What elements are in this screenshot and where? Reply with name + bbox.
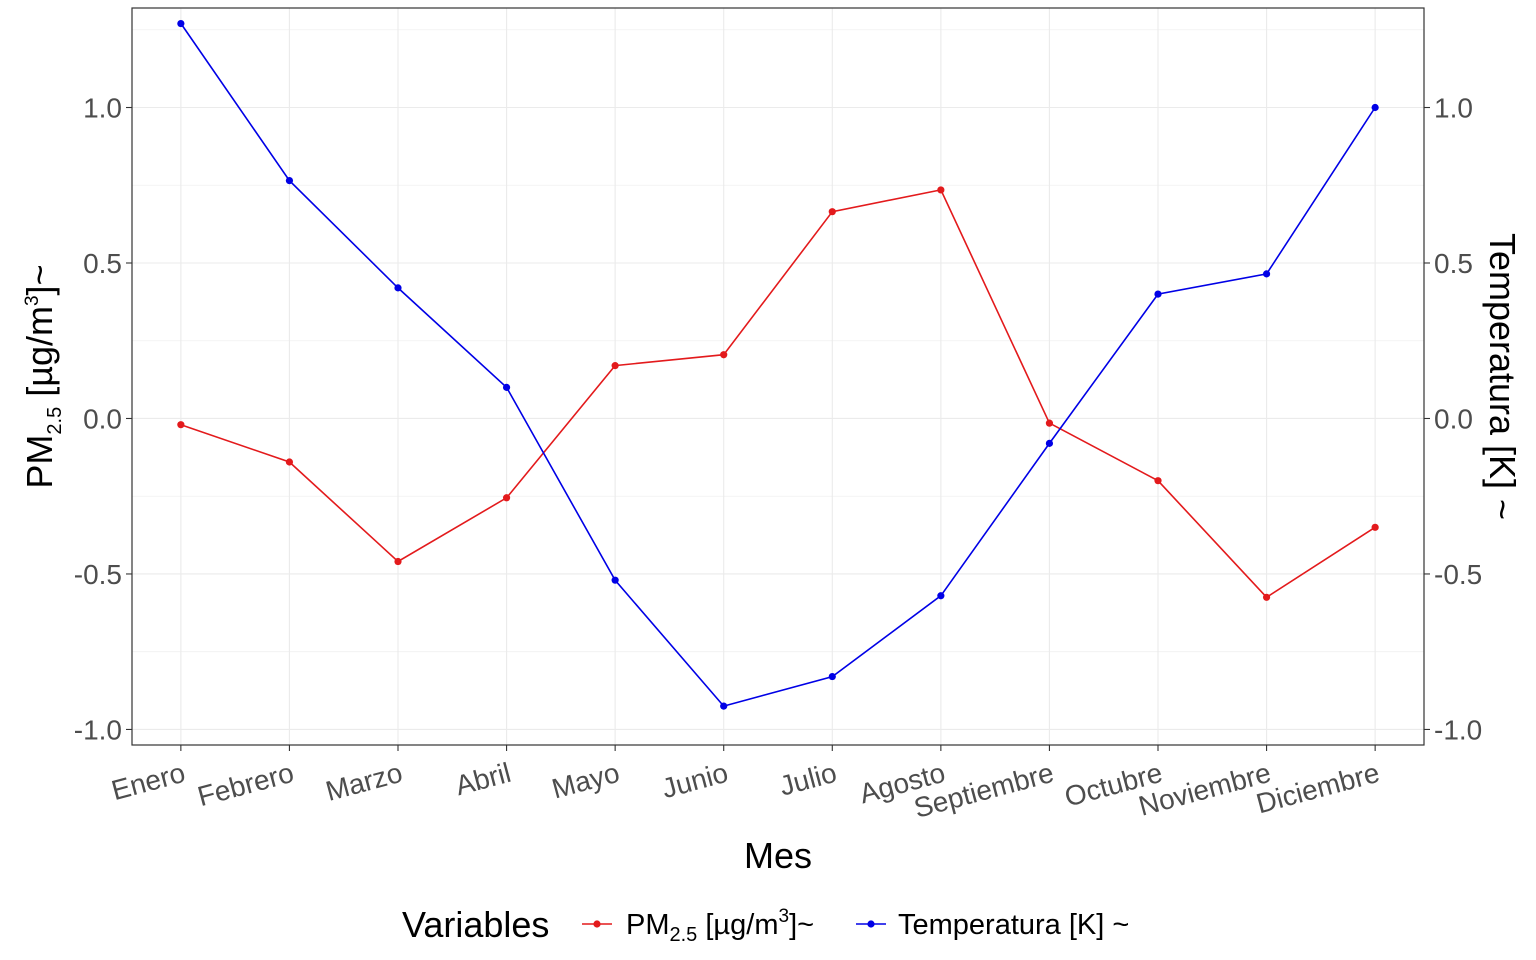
x-tick-label: Junio bbox=[659, 757, 732, 804]
data-point bbox=[937, 186, 945, 194]
data-point bbox=[394, 557, 402, 566]
data-point bbox=[285, 458, 294, 466]
plot-panel-border bbox=[131, 7, 1425, 746]
data-point bbox=[1371, 523, 1379, 531]
y-tick-label: 0.5 bbox=[83, 248, 122, 279]
data-point bbox=[1262, 270, 1271, 278]
data-point bbox=[720, 702, 728, 710]
data-point bbox=[1154, 477, 1162, 485]
legend: Variables PM2.5 [µg/m3]~ Temperatura [K]… bbox=[402, 904, 1129, 946]
tick-labels: -1.0 -1.0 -0.5 -0.5 0.0 0.0 0.5 0.5 1.0 1.0 Enero F… bbox=[74, 93, 1483, 824]
y2-axis-title: Temperatura [K] ~ bbox=[1482, 233, 1523, 520]
data-point bbox=[828, 208, 836, 216]
y2-tick-label: -0.5 bbox=[1434, 559, 1482, 590]
data-point bbox=[1371, 103, 1379, 112]
data-point bbox=[1045, 439, 1054, 447]
data-point bbox=[502, 494, 511, 502]
y-axis-title: PM2.5 [µg/m3]~ bbox=[19, 264, 66, 488]
y-axis-title-superscript: 3 bbox=[22, 295, 43, 306]
data-point bbox=[394, 284, 402, 292]
x-tick-label: Febrero bbox=[194, 757, 297, 812]
data-point bbox=[285, 176, 294, 185]
data-point bbox=[720, 351, 728, 359]
y-axis-title-base: PM bbox=[19, 435, 60, 489]
y2-tick-label: 0.5 bbox=[1434, 248, 1473, 279]
x-axis-title: Mes bbox=[744, 835, 812, 876]
x-tick-label: Enero bbox=[108, 757, 188, 806]
axis-ticks bbox=[126, 106, 1430, 751]
data-point bbox=[177, 421, 185, 429]
legend-label-temperatura: Temperatura [K] ~ bbox=[898, 909, 1129, 941]
y2-tick-label: -1.0 bbox=[1434, 714, 1482, 745]
y-tick-label: 1.0 bbox=[83, 93, 122, 124]
y-tick-label: 0.0 bbox=[83, 403, 122, 434]
y-axis-title-end: ]~ bbox=[19, 264, 60, 295]
legend-label-pm25-base: PM bbox=[626, 909, 670, 941]
x-tick-label: Julio bbox=[776, 757, 840, 802]
x-tick-label: Marzo bbox=[322, 757, 405, 807]
data-point bbox=[611, 576, 619, 584]
data-point bbox=[1154, 290, 1162, 298]
x-tick-label: Abril bbox=[452, 757, 514, 801]
legend-key-point bbox=[867, 920, 875, 928]
data-point bbox=[1262, 593, 1271, 601]
legend-label-pm25-unit: [µg/m bbox=[697, 909, 778, 941]
y-tick-label: -1.0 bbox=[74, 714, 122, 745]
legend-key-pm25 bbox=[582, 920, 612, 928]
data-point bbox=[177, 19, 185, 28]
y-tick-label: -0.5 bbox=[74, 559, 122, 590]
data-point bbox=[611, 362, 619, 370]
legend-key-point bbox=[593, 920, 601, 928]
legend-title: Variables bbox=[402, 904, 549, 945]
y-axis-title-subscript: 2.5 bbox=[44, 407, 66, 435]
gridlines bbox=[132, 8, 1424, 745]
data-point bbox=[502, 383, 511, 391]
x-tick-label: Mayo bbox=[549, 757, 623, 805]
data-point bbox=[937, 592, 945, 600]
series-layer bbox=[177, 19, 1379, 710]
legend-key-temperatura bbox=[856, 920, 886, 928]
legend-label-pm25-superscript: 3 bbox=[778, 906, 789, 927]
x-tick-label: Diciembre bbox=[1253, 757, 1383, 820]
legend-label-pm25-end: ]~ bbox=[789, 909, 814, 941]
y-axis-title-unit: [µg/m bbox=[19, 306, 60, 407]
legend-label-pm25: PM2.5 [µg/m3]~ bbox=[626, 906, 814, 946]
legend-label-pm25-subscript: 2.5 bbox=[670, 924, 698, 946]
data-point bbox=[1045, 419, 1054, 427]
data-point bbox=[828, 672, 836, 681]
series-line-pm25 bbox=[180, 188, 1376, 599]
series-line-temperatura bbox=[180, 23, 1376, 708]
y2-tick-label: 0.0 bbox=[1434, 403, 1473, 434]
y2-tick-label: 1.0 bbox=[1434, 93, 1473, 124]
